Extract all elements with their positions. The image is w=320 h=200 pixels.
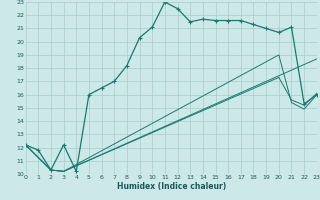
X-axis label: Humidex (Indice chaleur): Humidex (Indice chaleur) bbox=[116, 182, 226, 191]
